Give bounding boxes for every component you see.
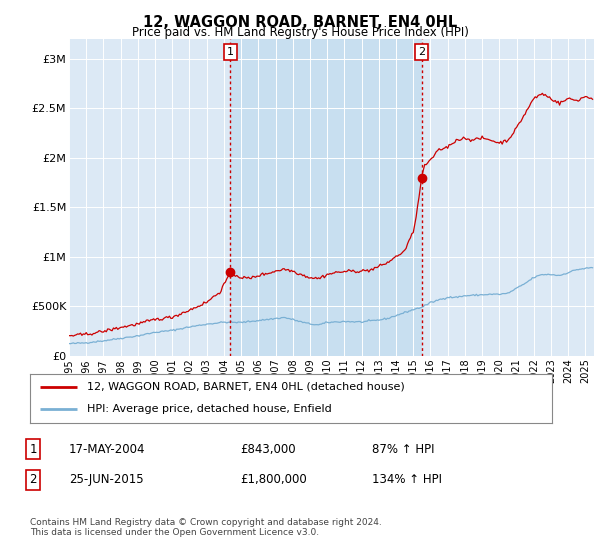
Text: 17-MAY-2004: 17-MAY-2004 [69,442,146,456]
Text: 134% ↑ HPI: 134% ↑ HPI [372,473,442,487]
Text: 2: 2 [29,473,37,487]
Text: 1: 1 [29,442,37,456]
Text: 12, WAGGON ROAD, BARNET, EN4 0HL: 12, WAGGON ROAD, BARNET, EN4 0HL [143,15,457,30]
Text: 12, WAGGON ROAD, BARNET, EN4 0HL (detached house): 12, WAGGON ROAD, BARNET, EN4 0HL (detach… [88,382,405,392]
Text: 87% ↑ HPI: 87% ↑ HPI [372,442,434,456]
Text: Contains HM Land Registry data © Crown copyright and database right 2024.
This d: Contains HM Land Registry data © Crown c… [30,518,382,538]
Text: Price paid vs. HM Land Registry's House Price Index (HPI): Price paid vs. HM Land Registry's House … [131,26,469,39]
Text: HPI: Average price, detached house, Enfield: HPI: Average price, detached house, Enfi… [88,404,332,414]
Text: 2: 2 [418,47,425,57]
Text: 25-JUN-2015: 25-JUN-2015 [69,473,143,487]
Text: £1,800,000: £1,800,000 [240,473,307,487]
Text: 1: 1 [227,47,234,57]
Text: £843,000: £843,000 [240,442,296,456]
Bar [230,39,422,356]
